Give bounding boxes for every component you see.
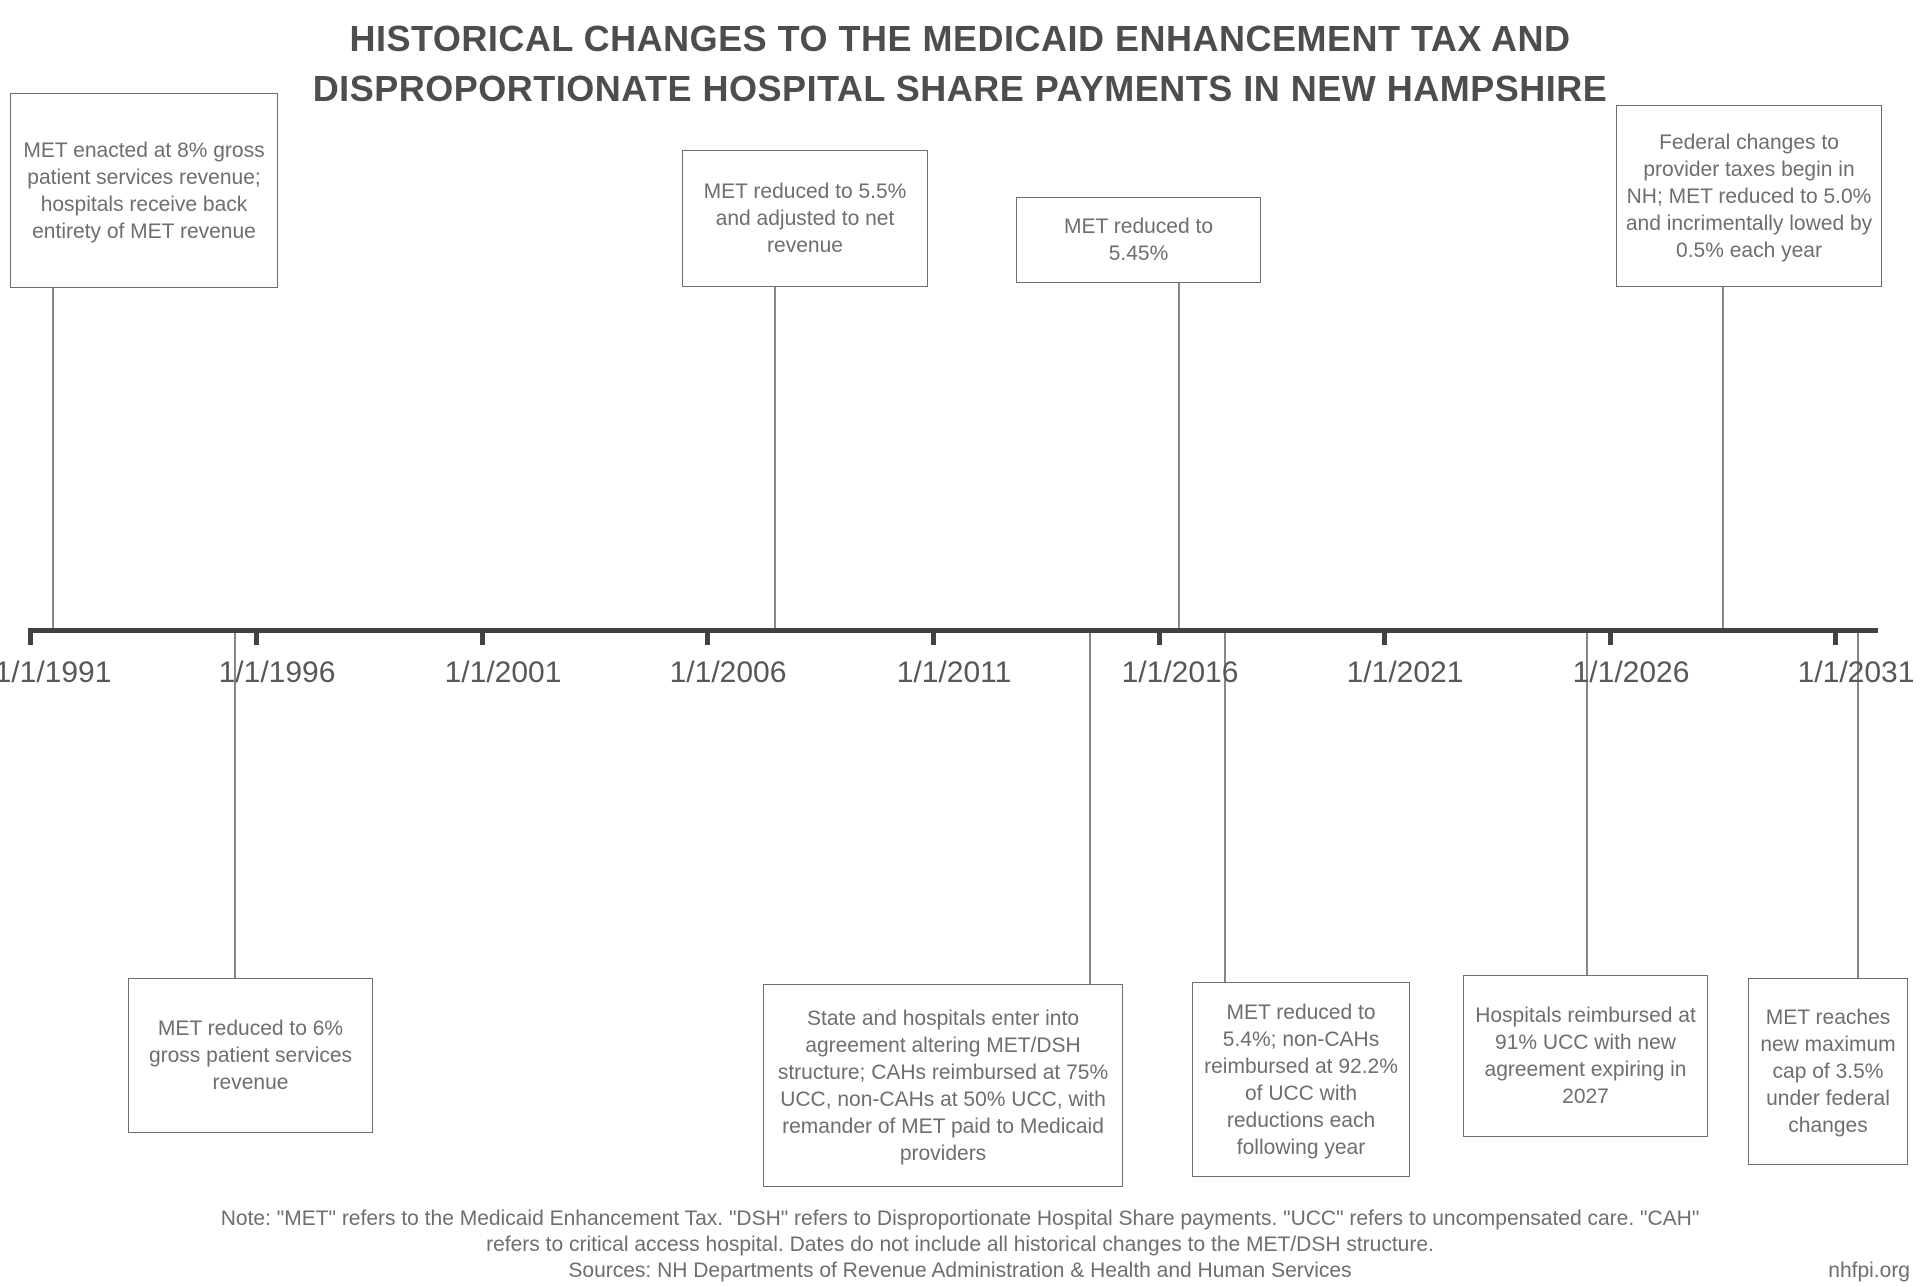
note-line-1: Note: "MET" refers to the Medicaid Enhan…: [220, 1207, 1700, 1230]
connector-state-hospital-agreement: [1089, 633, 1091, 984]
axis-label-2006: 1/1/2006: [669, 656, 787, 689]
event-text: MET reduced to 5.5% and adjusted to net …: [703, 180, 907, 257]
connector-met-reduced-6pct: [234, 633, 236, 978]
event-box-met-reduced-6pct: MET reduced to 6% gross patient services…: [128, 978, 373, 1133]
timeline-axis: [28, 628, 1878, 633]
connector-met-cap-3-5: [1857, 633, 1859, 978]
connector-met-reduced-5-5: [774, 287, 776, 628]
event-text: MET reduced to 5.4%; non-CAHs reimbursed…: [1204, 1000, 1398, 1159]
axis-tick-2011: [931, 629, 936, 645]
axis-tick-2026: [1608, 629, 1613, 645]
brand-text: nhfpi.org: [1828, 1259, 1910, 1282]
event-text: MET reaches new maximum cap of 3.5% unde…: [1760, 1006, 1896, 1137]
axis-label-2001: 1/1/2001: [444, 656, 562, 689]
event-box-met-cap-3-5: MET reaches new maximum cap of 3.5% unde…: [1748, 978, 1908, 1165]
axis-tick-2031: [1833, 629, 1838, 645]
axis-tick-2016: [1157, 629, 1162, 645]
title-line-1: HISTORICAL CHANGES TO THE MEDICAID ENHAN…: [349, 18, 1571, 59]
axis-label-2026: 1/1/2026: [1572, 656, 1690, 689]
axis-label-2021: 1/1/2021: [1346, 656, 1464, 689]
event-text: MET reduced to 5.45%: [1063, 215, 1214, 265]
event-box-federal-changes: Federal changes to provider taxes begin …: [1616, 105, 1882, 287]
event-text: Hospitals reimbursed at 91% UCC with new…: [1475, 1004, 1696, 1108]
event-box-state-hospital-agreement: State and hospitals enter into agreement…: [763, 984, 1123, 1187]
connector-met-reduced-5-4: [1224, 633, 1226, 982]
event-text: MET reduced to 6% gross patient services…: [148, 1017, 353, 1094]
axis-label-1991: 1/1/1991: [0, 656, 112, 689]
axis-label-2031: 1/1/2031: [1797, 656, 1915, 689]
note-line-2: refers to critical access hospital. Date…: [486, 1233, 1434, 1256]
title-line-2: DISPROPORTIONATE HOSPITAL SHARE PAYMENTS…: [312, 68, 1608, 109]
connector-met-reduced-5-45: [1178, 283, 1180, 628]
connector-91pct-ucc-agreement: [1586, 633, 1588, 975]
note-text: Note: "MET" refers to the Medicaid Enhan…: [0, 1206, 1920, 1258]
axis-tick-2001: [480, 629, 485, 645]
event-box-met-reduced-5-45: MET reduced to 5.45%: [1016, 197, 1261, 283]
event-box-met-enacted-8pct: MET enacted at 8% gross patient services…: [10, 93, 278, 288]
event-text: State and hospitals enter into agreement…: [777, 1006, 1109, 1165]
event-text: MET enacted at 8% gross patient services…: [23, 138, 265, 243]
event-box-91pct-ucc-agreement: Hospitals reimbursed at 91% UCC with new…: [1463, 975, 1708, 1137]
axis-label-2011: 1/1/2011: [896, 656, 1012, 689]
axis-label-2016: 1/1/2016: [1121, 656, 1239, 689]
axis-tick-2006: [705, 629, 710, 645]
connector-federal-changes: [1722, 287, 1724, 628]
sources-text: Sources: NH Departments of Revenue Admin…: [568, 1259, 1352, 1282]
axis-tick-1996: [254, 629, 259, 645]
axis-tick-2021: [1382, 629, 1387, 645]
axis-label-1996: 1/1/1996: [218, 656, 336, 689]
event-box-met-reduced-5-5: MET reduced to 5.5% and adjusted to net …: [682, 150, 928, 287]
event-box-met-reduced-5-4: MET reduced to 5.4%; non-CAHs reimbursed…: [1192, 982, 1410, 1177]
connector-met-enacted-8pct: [52, 288, 54, 628]
axis-tick-1991: [28, 629, 33, 645]
event-text: Federal changes to provider taxes begin …: [1625, 130, 1873, 262]
chart-title: HISTORICAL CHANGES TO THE MEDICAID ENHAN…: [0, 14, 1920, 114]
